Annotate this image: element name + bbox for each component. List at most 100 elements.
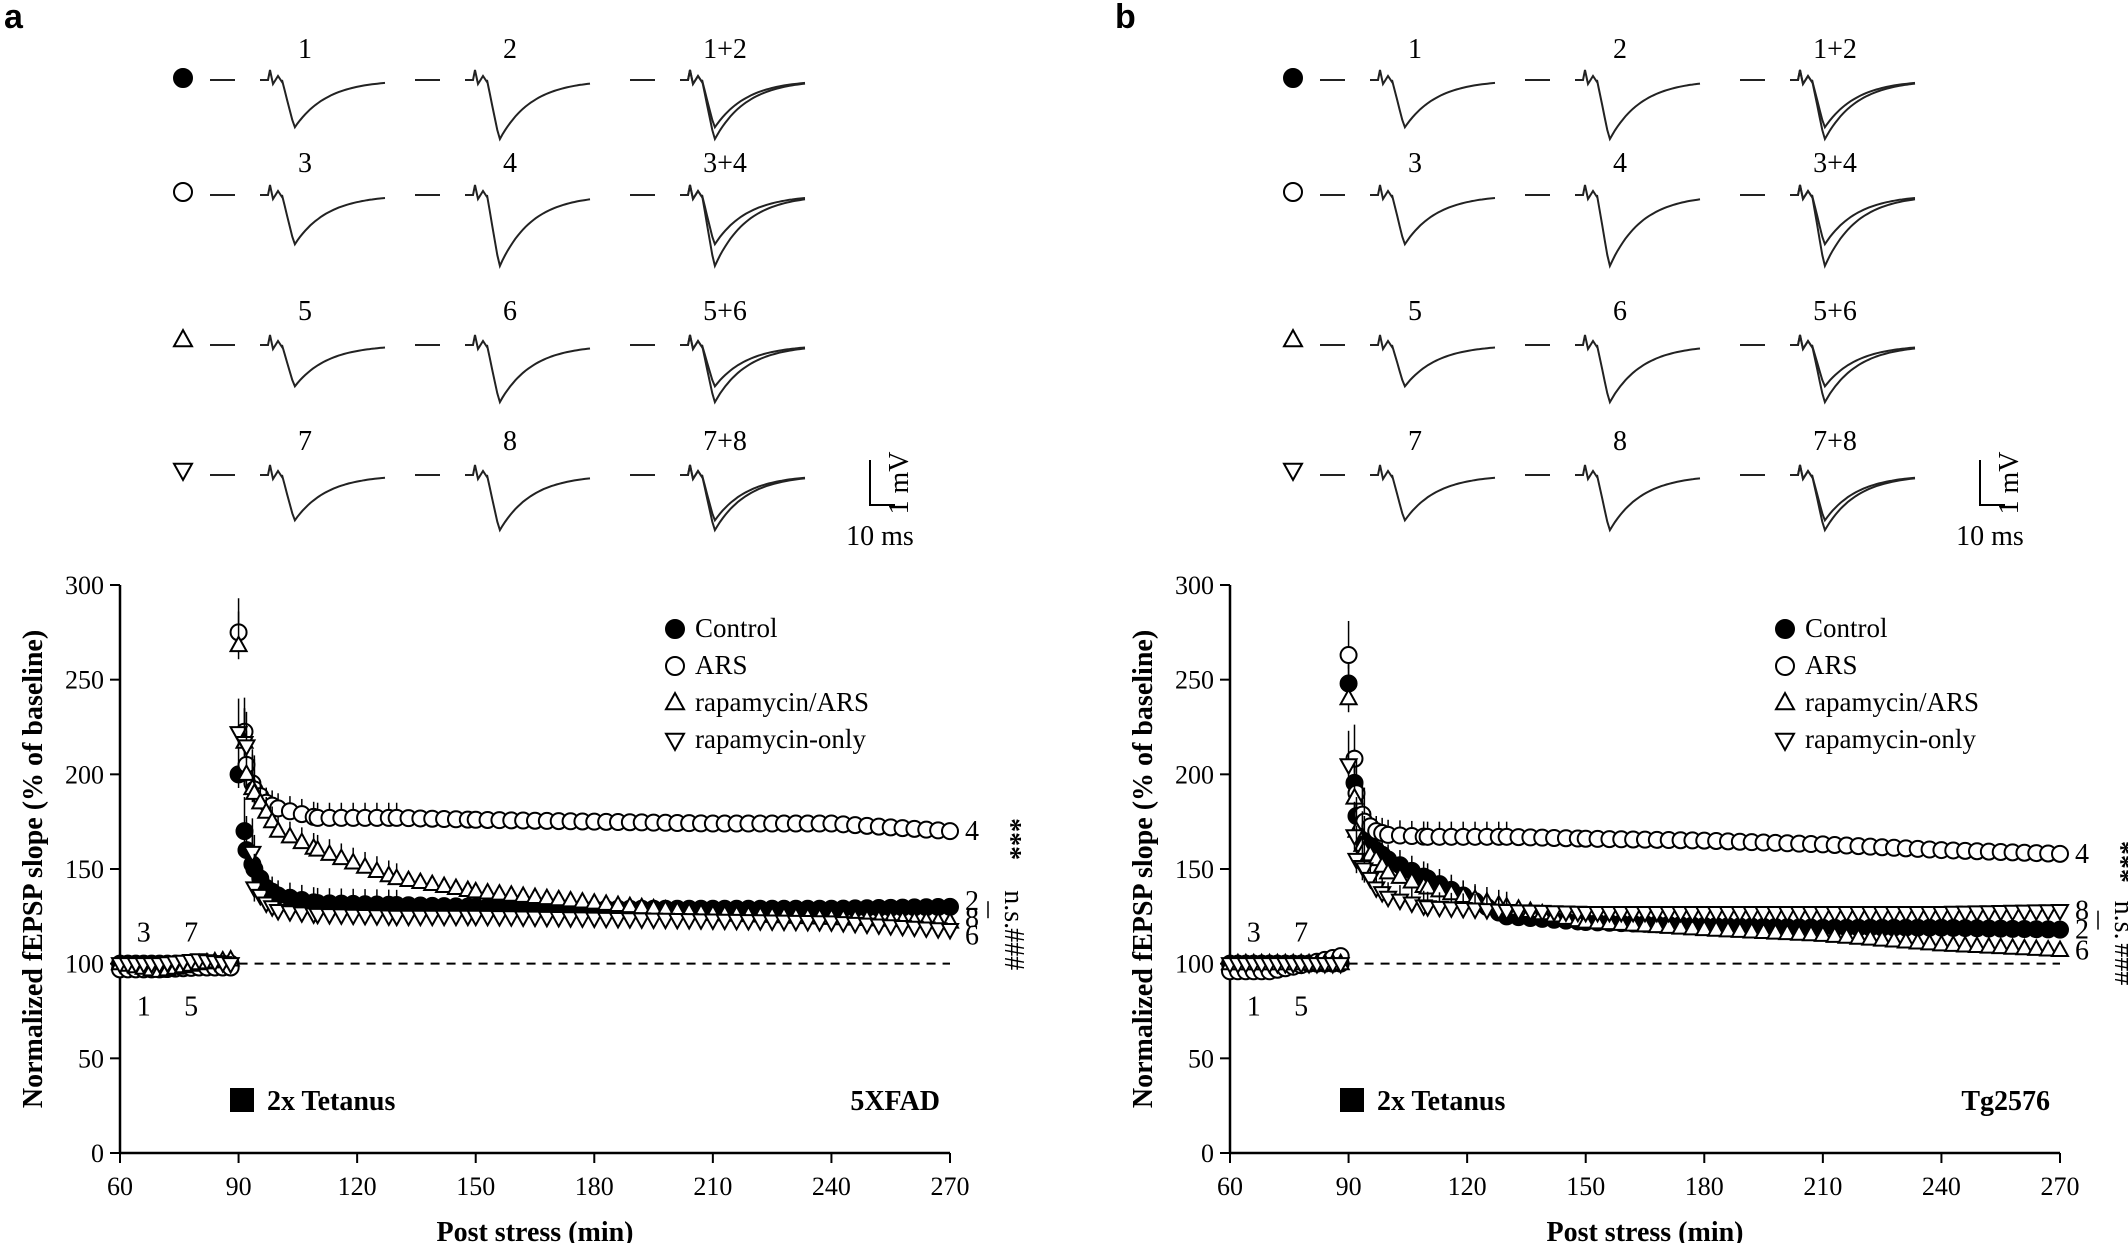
end-trace-label: 6 — [2075, 935, 2089, 966]
trace-sweep — [1790, 334, 1916, 405]
data-point — [655, 912, 676, 931]
x-axis-title: Post stress (min) — [436, 1217, 633, 1243]
trace-sweep — [1790, 334, 1916, 389]
data-point — [1706, 905, 1726, 924]
trace-sweep — [465, 464, 591, 533]
trace-sweep — [1370, 334, 1496, 389]
trace-sweep — [1370, 184, 1496, 247]
y-tick-label: 250 — [1175, 666, 1214, 695]
data-point — [1813, 924, 1833, 942]
data-point — [235, 822, 254, 841]
trace-label: 8 — [503, 426, 517, 457]
data-point — [881, 919, 901, 937]
trace-label: 2 — [503, 34, 517, 65]
data-point — [904, 920, 925, 939]
data-point — [446, 909, 466, 928]
data-point — [916, 921, 936, 939]
data-point — [268, 820, 288, 838]
end-trace-label: 8 — [2075, 896, 2089, 927]
scale-bar-voltage-label: 1 mV — [884, 452, 915, 515]
x-tick-label: 150 — [456, 1172, 495, 1201]
data-point — [1884, 930, 1904, 948]
data-point — [738, 914, 759, 932]
scale-bar — [869, 460, 895, 506]
trace-sweep — [1790, 184, 1916, 247]
trace-label: 5+6 — [1813, 296, 1857, 327]
trace-row-marker-down-triangle-icon — [1282, 462, 1304, 482]
data-point — [1896, 931, 1916, 949]
stat-significance-mid: n.s. — [2108, 901, 2128, 940]
data-point — [1742, 920, 1762, 939]
data-point — [1836, 905, 1857, 924]
data-point — [1872, 929, 1892, 947]
data-point — [1532, 904, 1552, 923]
y-tick-label: 0 — [1201, 1139, 1214, 1168]
data-point — [809, 915, 830, 933]
data-point — [1576, 905, 1596, 924]
data-point — [1682, 905, 1703, 924]
data-point — [446, 877, 466, 896]
y-axis-title: Normalized fEPSP slope (% of baseline) — [18, 630, 49, 1108]
y-tick-label: 150 — [65, 855, 104, 884]
x-tick-label: 60 — [107, 1172, 133, 1201]
data-point — [1339, 646, 1358, 665]
data-point — [1429, 900, 1450, 919]
trace-row-marker-filled-circle-icon — [173, 68, 193, 88]
data-point — [1967, 935, 1987, 954]
x-tick-label: 210 — [693, 1172, 732, 1201]
data-point — [242, 845, 263, 864]
data-point — [1390, 866, 1410, 884]
data-point — [489, 910, 510, 928]
data-point — [319, 908, 340, 926]
data-point — [280, 905, 300, 923]
x-tick-label: 240 — [812, 1172, 851, 1201]
data-point — [1753, 905, 1774, 924]
data-point — [1967, 905, 1987, 923]
trace-sweep — [260, 184, 386, 247]
data-point — [608, 894, 628, 912]
data-point — [1991, 905, 2011, 923]
data-point — [1836, 926, 1857, 944]
legend-label: rapamycin-only — [695, 724, 866, 754]
legend-label: Control — [1805, 613, 1888, 643]
data-point — [2026, 938, 2046, 956]
data-point — [620, 895, 640, 914]
data-point — [1465, 902, 1485, 920]
data-point — [2050, 939, 2070, 958]
trace-label: 1+2 — [1813, 34, 1857, 65]
legend-label: ARS — [1805, 650, 1858, 680]
trace-row-marker-up-triangle-icon — [172, 328, 194, 348]
data-point — [1848, 905, 1869, 924]
data-point — [262, 810, 282, 829]
data-point — [1330, 957, 1351, 975]
x-tick-label: 180 — [1685, 1172, 1724, 1201]
data-point — [1670, 905, 1691, 924]
trace-row-marker-open-circle-icon — [1283, 182, 1303, 202]
data-point — [726, 913, 747, 932]
model-label: Tg2576 — [1961, 1086, 2050, 1117]
data-point — [560, 911, 581, 929]
data-point — [1825, 925, 1845, 943]
legend-up-triangle-icon — [664, 691, 686, 711]
data-point — [1635, 905, 1655, 924]
scale-bar — [1979, 460, 2005, 506]
data-point — [1955, 935, 1975, 953]
scale-bar-time-label: 10 ms — [846, 521, 914, 552]
data-point — [679, 913, 699, 931]
data-point — [477, 881, 498, 900]
legend-down-triangle-icon — [1774, 732, 1796, 752]
trace-row-marker-up-triangle-icon — [1282, 328, 1304, 348]
x-tick-label: 180 — [575, 1172, 614, 1201]
trace-label: 5 — [298, 296, 312, 327]
data-point — [1441, 901, 1462, 919]
baseline-sample-label: 3 — [137, 918, 151, 949]
x-tick-label: 210 — [1803, 1172, 1842, 1201]
data-point — [1943, 905, 1963, 924]
trace-label: 4 — [1613, 148, 1627, 179]
data-point — [2051, 920, 2069, 939]
trace-label: 5+6 — [703, 296, 747, 327]
data-point — [1801, 905, 1821, 924]
data-point — [1908, 931, 1928, 950]
data-point — [1718, 905, 1738, 924]
